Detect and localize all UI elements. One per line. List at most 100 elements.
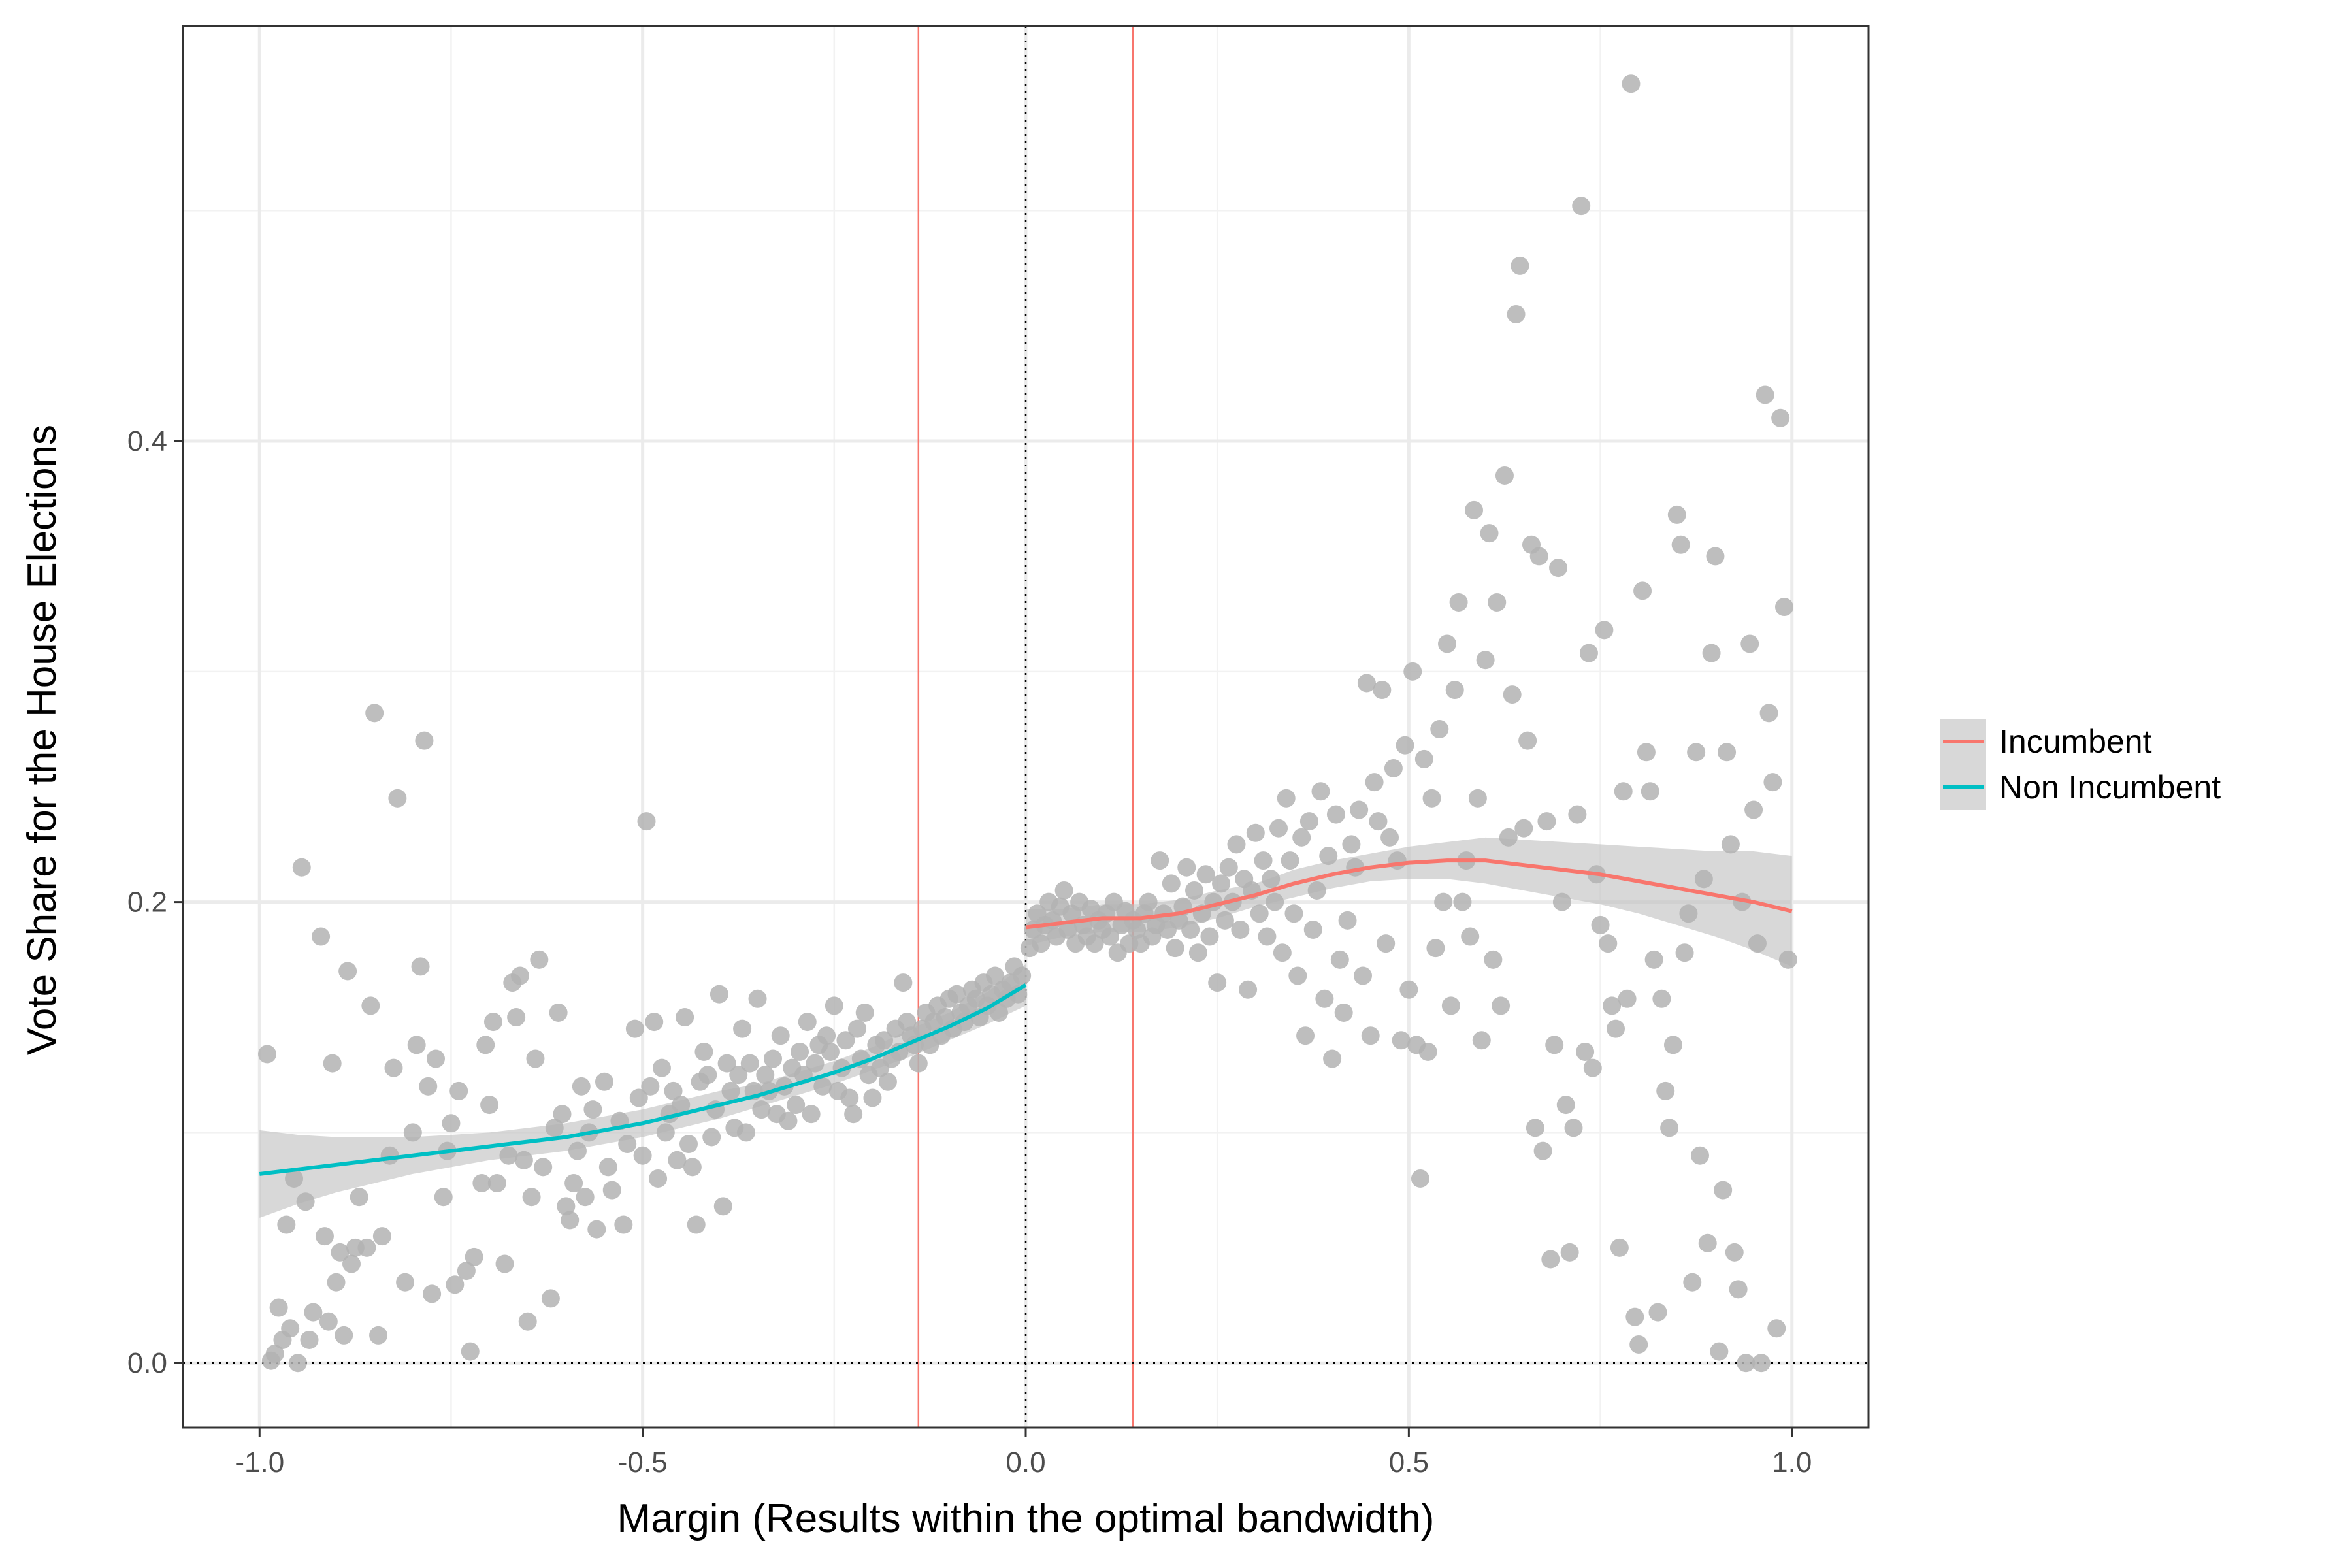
data-point: [1273, 943, 1292, 962]
data-point: [721, 1081, 740, 1100]
data-point: [1281, 851, 1299, 870]
data-point: [1660, 1119, 1679, 1137]
data-point: [1430, 720, 1449, 739]
data-point: [1756, 385, 1774, 404]
data-point: [507, 1008, 526, 1027]
data-point: [676, 1008, 694, 1027]
data-point: [1671, 535, 1690, 554]
data-point: [1445, 681, 1464, 700]
data-point: [1533, 1141, 1552, 1160]
data-point: [361, 996, 380, 1015]
data-point: [564, 1174, 583, 1193]
data-point: [561, 1211, 580, 1230]
data-point: [292, 858, 311, 877]
data-point: [1426, 939, 1445, 958]
data-point: [476, 1036, 495, 1054]
data-point: [1377, 934, 1396, 953]
data-point: [1288, 966, 1307, 985]
data-point: [1472, 1031, 1491, 1050]
data-point: [557, 1197, 576, 1216]
data-point: [1744, 800, 1763, 819]
data-point: [1663, 1036, 1682, 1054]
data-point: [840, 1088, 859, 1107]
data-point: [514, 1151, 533, 1169]
data-point: [1258, 927, 1277, 946]
data-point: [1054, 881, 1073, 900]
data-point: [285, 1169, 304, 1188]
axes: -1.0 -0.5 0.0 0.5 1.0 0.0 0.2 0.4: [127, 425, 1812, 1478]
data-point: [1212, 874, 1231, 893]
data-point: [602, 1181, 621, 1200]
data-point: [1637, 743, 1656, 762]
data-point: [1492, 996, 1511, 1015]
data-point: [1128, 920, 1147, 939]
data-point: [380, 1146, 399, 1165]
data-point: [641, 1077, 660, 1096]
data-point: [618, 1135, 637, 1154]
x-tick-label: 0.5: [1389, 1446, 1429, 1478]
data-point: [315, 1227, 334, 1246]
data-point: [1549, 559, 1568, 578]
data-point: [1361, 1026, 1380, 1045]
data-point: [1139, 892, 1158, 911]
data-point: [407, 1036, 426, 1054]
data-point: [694, 1042, 713, 1061]
data-point: [288, 1354, 307, 1373]
data-point: [1461, 927, 1480, 946]
data-point: [1411, 1169, 1429, 1188]
data-point: [1679, 904, 1698, 923]
data-point: [740, 1054, 759, 1073]
data-point: [1185, 881, 1203, 900]
data-point: [1495, 466, 1514, 485]
data-point: [1303, 920, 1322, 939]
data-point: [1200, 927, 1219, 946]
data-point: [1269, 819, 1288, 838]
data-point: [1507, 304, 1526, 323]
data-point: [1239, 980, 1258, 999]
data-point: [1418, 1042, 1437, 1061]
data-point: [1767, 1319, 1786, 1338]
fit-line-incumbent: [1025, 858, 1793, 930]
data-point: [821, 1042, 840, 1061]
data-point: [1698, 1233, 1717, 1252]
data-point: [483, 1013, 502, 1032]
data-point: [1277, 789, 1296, 808]
data-point: [752, 1100, 771, 1119]
data-point: [1357, 674, 1376, 693]
data-point: [1323, 1049, 1342, 1068]
data-point: [1151, 851, 1169, 870]
data-point: [572, 1077, 591, 1096]
y-axis-title: Vote Share for the House Elections: [20, 425, 65, 1055]
data-point: [369, 1326, 388, 1345]
data-point: [791, 1042, 809, 1061]
data-point: [1694, 870, 1713, 889]
data-point: [1529, 547, 1548, 566]
data-point: [1319, 847, 1338, 866]
data-point: [1514, 819, 1533, 838]
x-tick-label: -1.0: [235, 1446, 284, 1478]
data-point: [683, 1158, 702, 1177]
data-point: [1058, 920, 1077, 939]
data-point: [855, 1003, 874, 1022]
data-point: [1667, 505, 1686, 524]
data-point: [342, 1254, 361, 1273]
data-point: [323, 1054, 342, 1073]
legend-label-non-incumbent: Non Incumbent: [1999, 769, 2221, 806]
data-point: [1771, 408, 1790, 427]
data-point: [576, 1188, 595, 1207]
data-point: [1499, 828, 1518, 847]
data-point: [541, 1289, 560, 1308]
data-point: [1572, 197, 1591, 216]
data-point: [748, 989, 767, 1008]
data-point: [1227, 835, 1246, 854]
data-point: [423, 1284, 442, 1303]
data-point: [1648, 1303, 1667, 1322]
data-point: [442, 1114, 461, 1133]
data-point: [1311, 782, 1330, 801]
data-point: [848, 1019, 866, 1038]
data-point: [1622, 74, 1641, 93]
data-point: [350, 1188, 368, 1207]
data-point: [817, 1026, 836, 1045]
data-point: [1208, 973, 1227, 992]
data-point: [894, 973, 913, 992]
